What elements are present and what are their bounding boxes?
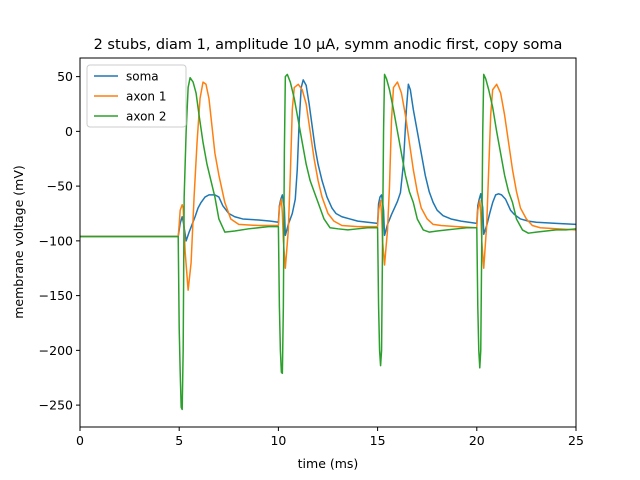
- x-tick-label: 10: [270, 433, 286, 448]
- y-tick-label: −150: [39, 288, 73, 303]
- y-axis-label: membrane voltage (mV): [11, 165, 26, 319]
- legend-label-2: axon 1: [126, 90, 166, 104]
- y-tick-label: −200: [39, 343, 73, 358]
- x-axis: 0 5 10 15 20 25: [76, 427, 584, 448]
- x-axis-label: time (ms): [298, 456, 359, 471]
- y-tick-label: −50: [47, 179, 73, 194]
- legend-label-1: soma: [126, 70, 159, 84]
- legend-label-3: axon 2: [126, 110, 166, 124]
- x-tick-label: 25: [568, 433, 584, 448]
- plot-frame: [79, 57, 577, 428]
- legend-box: [86, 64, 187, 128]
- x-tick-label: 0: [76, 433, 84, 448]
- y-tick-label: 50: [57, 69, 73, 84]
- x-tick-label: 5: [175, 433, 183, 448]
- series-line-3: [80, 73, 577, 411]
- y-axis: −250 −200 −150 −100 −50 0 50: [39, 69, 80, 413]
- x-tick-label: 15: [370, 433, 386, 448]
- legend: soma axon 1 axon 2: [86, 64, 187, 128]
- series-layer: [80, 73, 577, 411]
- y-tick-label: 0: [65, 124, 73, 139]
- series-line-2: [80, 81, 577, 291]
- y-tick-label: −250: [39, 398, 73, 413]
- chart-title: 2 stubs, diam 1, amplitude 10 µA, symm a…: [94, 37, 563, 53]
- y-tick-label: −100: [39, 233, 73, 248]
- x-tick-label: 20: [469, 433, 485, 448]
